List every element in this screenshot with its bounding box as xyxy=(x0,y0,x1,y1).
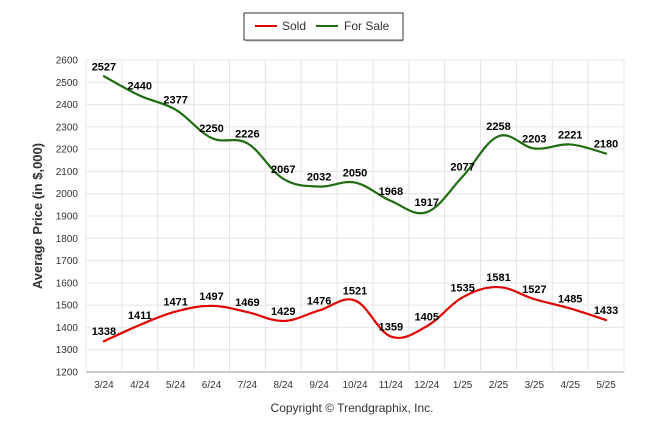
series xyxy=(102,75,608,343)
y-tick-label: 1300 xyxy=(56,345,79,356)
data-label-for-sale: 2527 xyxy=(92,61,116,73)
data-label-sold: 1581 xyxy=(486,272,510,284)
data-label-sold: 1521 xyxy=(343,285,367,297)
data-label-sold: 1405 xyxy=(414,311,438,323)
y-tick-label: 2600 xyxy=(56,56,79,67)
x-tick-label: 4/24 xyxy=(130,380,150,391)
x-tick-label: 3/25 xyxy=(525,380,545,391)
x-tick-label: 5/24 xyxy=(166,380,186,391)
data-label-for-sale: 2258 xyxy=(486,121,510,133)
data-label-for-sale: 2250 xyxy=(199,123,223,135)
y-tick-label: 1900 xyxy=(56,212,79,223)
data-label-sold: 1359 xyxy=(379,322,403,334)
data-label-for-sale: 2050 xyxy=(343,168,367,180)
data-label-for-sale: 1917 xyxy=(414,197,438,209)
data-label-sold: 1476 xyxy=(307,295,331,307)
y-tick-label: 2500 xyxy=(56,78,79,89)
x-tick-label: 1/25 xyxy=(453,380,473,391)
legend-label-for-sale: For Sale xyxy=(344,19,390,33)
y-tick-label: 2100 xyxy=(56,167,79,178)
data-label-sold: 1485 xyxy=(558,293,582,305)
x-tick-label: 9/24 xyxy=(309,380,329,391)
data-label-for-sale: 2180 xyxy=(594,139,618,151)
data-label-sold: 1527 xyxy=(522,284,546,296)
data-label-sold: 1338 xyxy=(92,326,116,338)
series-line-sold xyxy=(102,285,608,343)
data-label-for-sale: 2226 xyxy=(235,128,259,140)
legend: Sold For Sale xyxy=(243,12,404,42)
data-label-sold: 1429 xyxy=(271,306,295,318)
x-axis-ticks: 3/24 4/24 5/24 6/24 7/24 8/24 9/24 10/24 11/24 12… xyxy=(94,380,616,391)
x-tick-label: 3/24 xyxy=(94,380,114,391)
x-tick-label: 6/24 xyxy=(202,380,222,391)
data-label-sold: 1535 xyxy=(450,282,474,294)
y-axis-ticks: 1200 1300 1400 1500 1600 1700 1800 1900 2000 2100… xyxy=(56,56,79,379)
y-tick-label: 1800 xyxy=(56,234,79,245)
y-tick-label: 1700 xyxy=(56,256,79,267)
data-label-sold: 1411 xyxy=(128,310,152,322)
x-tick-label: 2/25 xyxy=(489,380,509,391)
data-label-for-sale: 2221 xyxy=(558,129,582,141)
data-label-for-sale: 2440 xyxy=(128,81,152,93)
x-tick-label: 11/24 xyxy=(379,380,404,391)
data-label-for-sale: 1968 xyxy=(379,186,403,198)
y-tick-label: 1500 xyxy=(56,301,79,312)
x-tick-label: 4/25 xyxy=(560,380,580,391)
copyright-text: Copyright © Trendgraphix, Inc. xyxy=(271,401,434,415)
data-label-for-sale: 2067 xyxy=(271,164,295,176)
data-label-sold: 1433 xyxy=(594,305,618,317)
y-tick-label: 1400 xyxy=(56,323,79,334)
data-label-for-sale: 2377 xyxy=(163,95,187,107)
data-label-for-sale: 2032 xyxy=(307,172,331,184)
data-labels: 1338 1411 1471 1497 1469 1429 1476 1521 1359 1405… xyxy=(92,61,619,338)
x-tick-label: 5/25 xyxy=(596,380,616,391)
data-label-sold: 1497 xyxy=(199,291,223,303)
y-tick-label: 2200 xyxy=(56,145,79,156)
x-tick-label: 10/24 xyxy=(342,380,367,391)
grid xyxy=(85,59,625,373)
legend-label-sold: Sold xyxy=(282,19,306,33)
y-tick-label: 1600 xyxy=(56,278,79,289)
y-tick-label: 2400 xyxy=(56,100,79,111)
data-label-sold: 1469 xyxy=(235,297,259,309)
y-tick-label: 2000 xyxy=(56,189,79,200)
x-tick-label: 8/24 xyxy=(274,380,294,391)
series-line-for-sale xyxy=(102,75,608,215)
x-tick-label: 12/24 xyxy=(414,380,439,391)
data-label-for-sale: 2203 xyxy=(522,133,546,145)
y-tick-label: 2300 xyxy=(56,122,79,133)
data-label-sold: 1471 xyxy=(163,297,187,309)
y-axis-title: Average Price (in $,000) xyxy=(30,143,45,289)
y-tick-label: 1200 xyxy=(56,368,79,379)
data-label-for-sale: 2077 xyxy=(450,162,474,174)
x-tick-label: 7/24 xyxy=(238,380,258,391)
